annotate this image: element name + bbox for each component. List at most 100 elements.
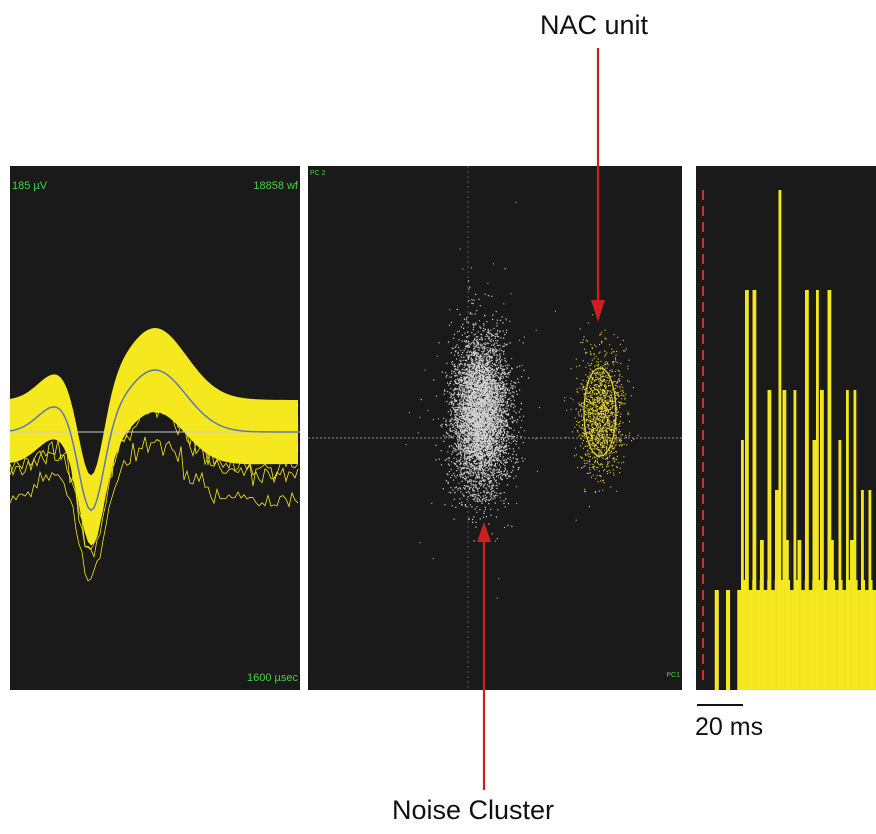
psth-bar <box>866 590 869 690</box>
psth-bar <box>864 590 867 690</box>
psth-bar <box>774 490 777 690</box>
psth-bar <box>844 590 847 690</box>
psth-bar <box>842 590 845 690</box>
pc2-axis-label: PC 2 <box>310 170 326 177</box>
waveform-trace <box>10 406 299 559</box>
psth-bar <box>797 540 800 690</box>
mean-waveform <box>10 369 298 512</box>
psth-bar <box>737 590 740 690</box>
psth-bar <box>825 590 828 690</box>
psth-bar <box>804 290 807 690</box>
psth-gap <box>766 166 768 580</box>
noise-cluster-points <box>405 202 581 599</box>
psth-bar <box>846 390 849 690</box>
psth-gap <box>826 166 828 580</box>
psth-bar <box>799 540 802 690</box>
psth-bar <box>757 590 761 690</box>
psth-gap <box>856 166 858 580</box>
psth-bar <box>849 540 852 690</box>
psth-bar <box>741 440 744 690</box>
psth-bar <box>769 390 772 690</box>
psth-bar <box>857 590 860 690</box>
psth-gap <box>758 166 761 580</box>
psth-gap <box>788 166 791 580</box>
psth-bar <box>859 590 862 690</box>
psth-bar <box>714 590 717 690</box>
psth-bar <box>823 590 826 690</box>
amplitude-label: 185 µV <box>12 180 48 192</box>
waveform-panel: 185 µV 18858 wf 1600 µsec <box>10 166 300 690</box>
psth-bar <box>784 390 787 690</box>
psth-bar <box>752 290 755 690</box>
psth-gap <box>863 166 866 580</box>
psth-bar <box>821 390 824 690</box>
psth-gap <box>773 166 776 580</box>
psth-gap <box>841 166 843 580</box>
psth-bar <box>832 540 836 690</box>
psth-gap <box>811 166 813 580</box>
psth-bar <box>834 590 837 690</box>
psth-gap <box>848 166 851 580</box>
psth-bar <box>759 540 762 690</box>
psth-bar <box>739 590 742 690</box>
psth-bar <box>782 390 785 690</box>
psth-bar <box>754 290 757 690</box>
psth-gap <box>871 166 873 580</box>
waveform-trace <box>10 348 299 513</box>
psth-bar <box>791 590 794 690</box>
psth-bar <box>716 590 719 690</box>
psth-bar <box>853 390 856 690</box>
psth-bar <box>868 490 871 690</box>
psth-bar <box>838 440 841 690</box>
psth-bar <box>789 590 792 690</box>
psth-bar <box>776 490 779 690</box>
psth-gap <box>706 166 708 580</box>
psth-bar <box>786 540 789 690</box>
psth-bar <box>746 290 749 690</box>
psth-bar <box>767 390 770 690</box>
waveform-count-label: 18858 wf <box>253 180 298 192</box>
psth-bar <box>801 590 804 690</box>
psth-gap <box>721 166 723 580</box>
psth-bar <box>778 190 781 690</box>
psth-bar <box>772 590 776 690</box>
psth-gap <box>728 166 731 580</box>
psth-gap <box>781 166 783 580</box>
duration-label: 1600 µsec <box>247 672 298 684</box>
psth-bar <box>808 590 811 690</box>
psth-gap <box>743 166 746 580</box>
psth-gap <box>818 166 821 580</box>
waveform-trace <box>10 377 299 528</box>
psth-bar <box>836 590 839 690</box>
waveform-trace <box>10 362 299 517</box>
psth-bar <box>861 490 864 690</box>
psth-gap <box>751 166 753 580</box>
psth-bar <box>812 440 815 690</box>
psth-bar <box>874 590 876 690</box>
nac-unit-label: NAC unit <box>540 10 649 40</box>
waveform-plot <box>10 328 300 582</box>
psth-bar <box>750 590 753 690</box>
psth-bar <box>872 590 875 690</box>
psth-panel <box>696 166 876 690</box>
pca-cluster-panel: PC 2 PC1 <box>308 166 682 690</box>
psth-bar <box>763 590 766 690</box>
waveform-trace <box>10 397 299 550</box>
psth-gap <box>713 166 716 580</box>
psth-bar <box>748 590 751 690</box>
psth-bar <box>787 540 791 690</box>
scale-bar <box>697 704 743 706</box>
psth-bar <box>802 590 806 690</box>
psth-bar <box>819 390 822 690</box>
waveform-trace <box>10 349 299 503</box>
noise-cluster-label: Noise Cluster <box>392 795 555 825</box>
waveform-trace <box>10 436 299 582</box>
nac-unit-boundary <box>583 367 617 457</box>
psth-bar <box>756 590 759 690</box>
psth-bar <box>814 440 817 690</box>
pca-scatter-plot <box>308 166 682 690</box>
psth-histogram <box>698 166 876 690</box>
psth-bar <box>851 540 854 690</box>
psth-bar <box>870 490 873 690</box>
